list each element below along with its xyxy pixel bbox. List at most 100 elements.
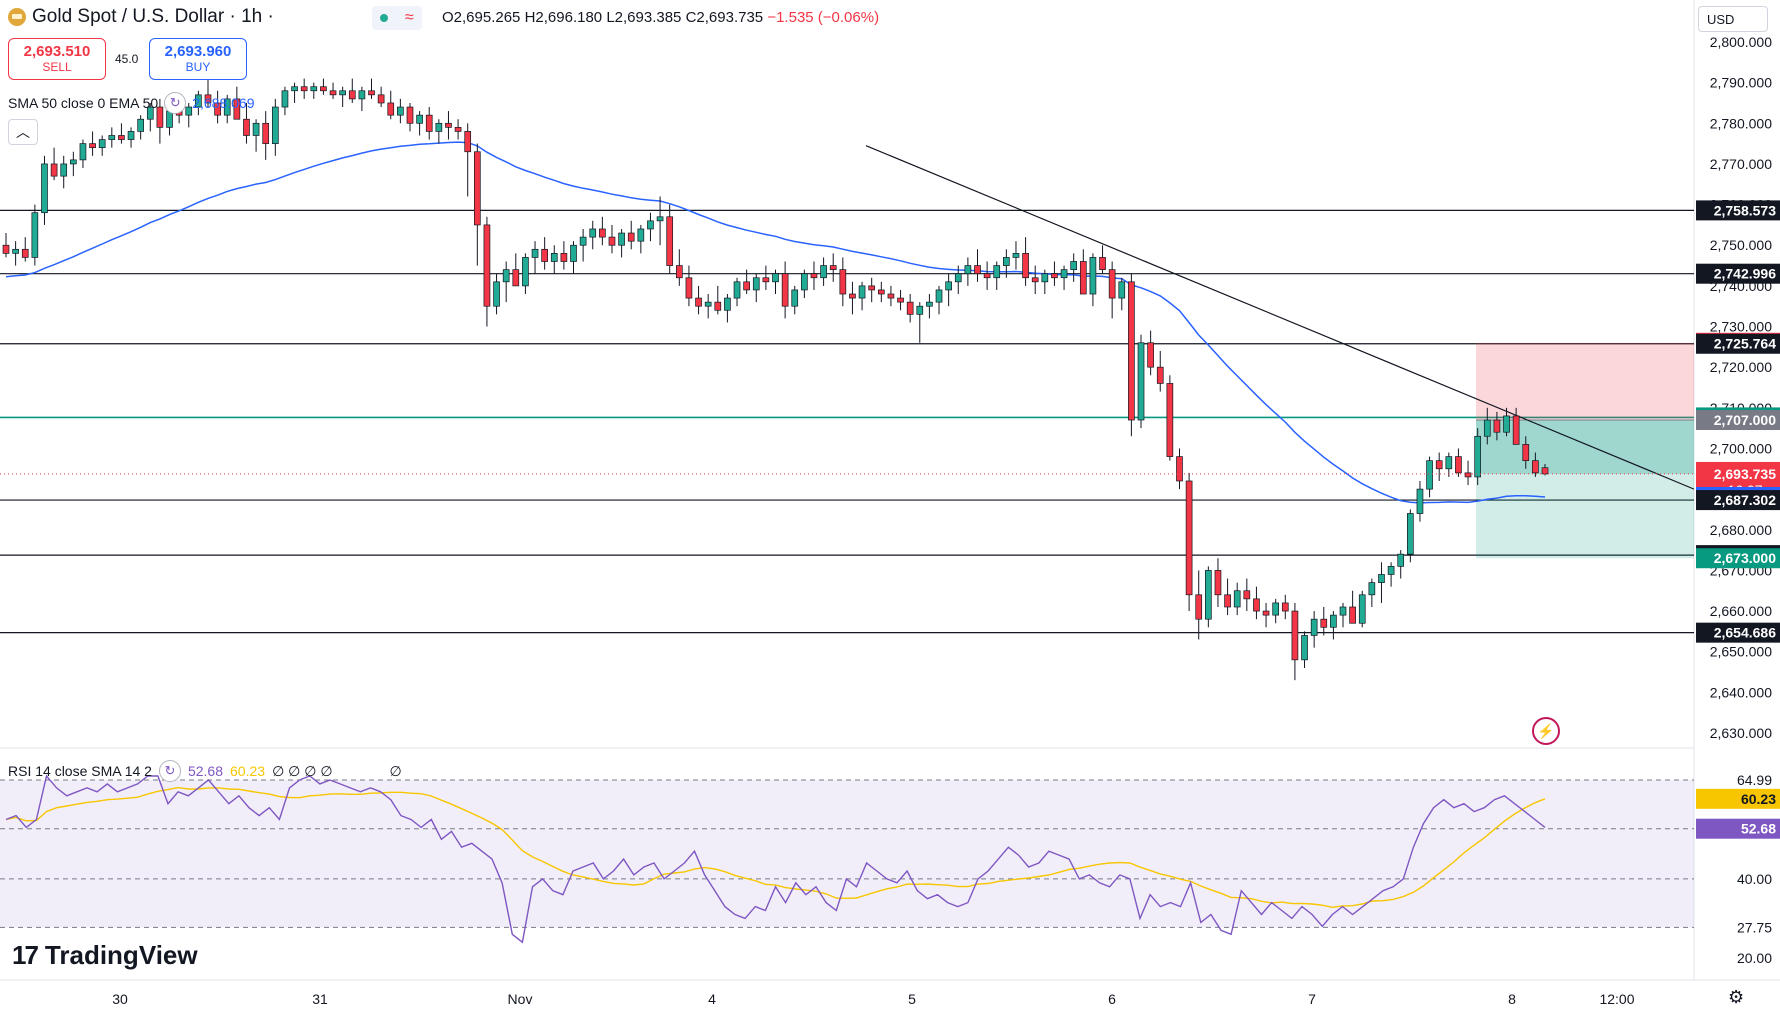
candle-body (1493, 419, 1501, 433)
candle-body (926, 301, 933, 307)
candle-body (637, 228, 645, 242)
candle-body (1522, 444, 1530, 462)
candle-body (1156, 366, 1164, 384)
level-tag-bg (1696, 200, 1780, 221)
candle-body (445, 122, 452, 128)
chevron-up-icon: ︿ (16, 124, 30, 140)
candle-body (50, 163, 58, 177)
rsi-tick-label: 40.00 (1737, 871, 1772, 887)
candle-body (1118, 281, 1126, 299)
candle-body (512, 269, 520, 287)
position-box (1476, 342, 1694, 559)
candle-body (435, 122, 443, 132)
time-tick-label: 12:00 (1599, 991, 1634, 1007)
tv-mark-icon: 17 (12, 940, 39, 970)
candle-body (60, 163, 68, 177)
candle-body (1195, 594, 1203, 620)
candle-body (1089, 257, 1097, 295)
trendline-path (865, 145, 1695, 490)
currency-selector[interactable]: USD (1698, 6, 1768, 32)
candle-body (810, 273, 818, 279)
candle-body (1041, 273, 1049, 283)
candle-body (579, 236, 587, 246)
candle-body (1060, 269, 1068, 279)
rsi-pane (0, 774, 1694, 944)
candle-body (12, 248, 19, 254)
candle-body (368, 90, 375, 96)
rsi-sma-value: 60.23 (230, 763, 266, 779)
candle-body (1445, 456, 1453, 470)
rsi-legend[interactable]: RSI 14 close SMA 14 2 ↻ 52.68 60.23 ∅ ∅ … (8, 760, 402, 782)
candle-body (945, 281, 952, 291)
market-status[interactable]: ≈ (372, 6, 422, 30)
level-tag: 2,725.764 (1714, 336, 1776, 352)
symbol-title[interactable]: Gold Spot / U.S. Dollar · 1h · (8, 6, 274, 28)
candle-body (1003, 257, 1010, 266)
indicator-legend[interactable]: SMA 50 close 0 EMA 50 ↻ 2,688.069 (8, 92, 255, 114)
candle-body (41, 163, 48, 214)
sell-button[interactable]: 2,693.510 SELL (8, 38, 106, 80)
candle-body (1387, 565, 1395, 575)
sell-label: SELL (42, 60, 72, 74)
settings-gear-icon[interactable]: ⚙ (1728, 987, 1745, 1007)
candle-body (704, 301, 712, 307)
collapse-legend-button[interactable]: ︿ (8, 119, 38, 145)
candle-body (531, 248, 539, 258)
gold-logo-icon (8, 8, 26, 26)
tradingview-logo: 17 TradingView (12, 940, 198, 971)
trendline (865, 145, 1695, 490)
refresh-icon[interactable]: ↻ (164, 92, 187, 114)
candle-body (387, 102, 395, 116)
candle-body (483, 224, 491, 307)
candle-body (493, 281, 500, 307)
candle-body (1051, 273, 1058, 279)
candle-body (464, 131, 472, 153)
horizontal-levels (0, 209, 1694, 634)
candle-body (1416, 488, 1424, 514)
candle-body (1253, 598, 1260, 612)
time-tick-label: 7 (1308, 991, 1316, 1007)
candle-body (1349, 606, 1356, 624)
level-tag-bg (1696, 490, 1780, 511)
candle-body (127, 131, 135, 140)
candle-body (291, 86, 298, 92)
candle-body (627, 232, 635, 242)
candle-body (906, 301, 914, 315)
candle-body (1185, 480, 1193, 596)
candle-body (974, 265, 981, 275)
current-price-tag: 2,693.735 (1714, 466, 1776, 482)
candle-body (1012, 253, 1020, 258)
rsi-label: RSI 14 close SMA 14 2 (8, 763, 152, 779)
price-tick-label: 2,630.000 (1710, 725, 1772, 741)
candle-body (156, 106, 164, 128)
price-tick-label: 2,780.000 (1710, 115, 1772, 131)
candle-body (839, 269, 847, 295)
candle-body (868, 285, 876, 291)
candles (2, 78, 1549, 681)
candle-body (656, 216, 664, 222)
rsi-tick-label: 20.00 (1737, 950, 1772, 966)
level-tag-bg (1696, 622, 1780, 643)
price-tick-label: 2,680.000 (1710, 522, 1772, 538)
indicator-label: SMA 50 close 0 EMA 50 (8, 95, 159, 111)
candle-body (887, 293, 895, 299)
candle-body (1214, 570, 1222, 596)
candle-body (849, 293, 856, 299)
candle-body (1166, 383, 1174, 457)
candle-body (599, 228, 606, 238)
candle-body (570, 244, 577, 262)
candle-body (618, 232, 625, 246)
candle-body (98, 139, 106, 149)
lightning-icon[interactable]: ⚡ (1532, 717, 1560, 745)
candle-body (204, 94, 212, 104)
candle-body (1426, 460, 1433, 490)
candle-body (724, 297, 731, 311)
rsi-refresh-icon[interactable]: ↻ (158, 760, 181, 782)
time-tick-label: 31 (312, 991, 328, 1007)
buy-button[interactable]: 2,693.960 BUY (149, 38, 247, 80)
candle-body (1031, 277, 1039, 283)
candle-body (1358, 594, 1366, 624)
wave-icon: ≈ (404, 9, 414, 26)
price-tick-label: 2,720.000 (1710, 359, 1772, 375)
